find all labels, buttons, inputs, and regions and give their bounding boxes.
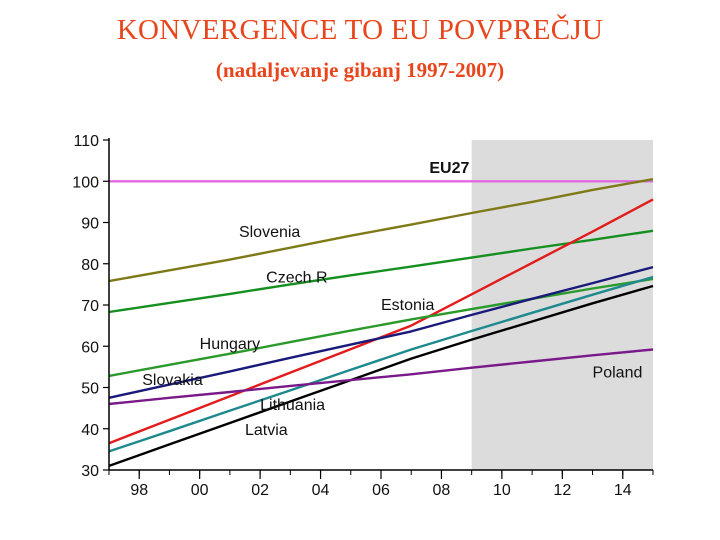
- series-line-lithuania: [108, 275, 654, 453]
- series-label-eu27: EU27: [429, 160, 469, 177]
- x-tick-label: 02: [251, 482, 269, 499]
- series-line-latvia: [108, 284, 654, 468]
- axis-layer: 30 40 50 60 70 80 90 100 110 98 00 02 04 06 08 10 12 14: [72, 133, 654, 499]
- x-tick-label: 10: [493, 482, 511, 499]
- x-tick-label: 00: [191, 482, 209, 499]
- y-tick-label: 40: [81, 422, 99, 439]
- series-label-lithuania: Lithuania: [260, 397, 325, 414]
- series-label-layer: EU27 Slovenia Czech R Estonia Hungary Slovaki…: [142, 160, 642, 439]
- series-label-latvia: Latvia: [245, 422, 288, 439]
- page-subtitle: (nadaljevanje gibanj 1997-2007): [215, 58, 505, 82]
- x-tick-label: 12: [553, 482, 571, 499]
- x-tick-label: 04: [312, 482, 330, 499]
- x-tick-label: 08: [433, 482, 451, 499]
- y-tick-label: 80: [81, 257, 99, 274]
- series-label-poland: Poland: [593, 365, 643, 382]
- y-tick-label: 30: [81, 463, 99, 480]
- x-tick-label: 98: [130, 482, 148, 499]
- series-label-estonia: Estonia: [381, 297, 434, 314]
- series-layer: [108, 178, 654, 468]
- series-line-slovenia: [108, 178, 654, 283]
- series-line-czech-r: [108, 229, 654, 314]
- y-tick-label: 100: [72, 174, 99, 191]
- y-tick-label: 70: [81, 298, 99, 315]
- series-line-hungary: [108, 277, 654, 378]
- y-tick-label: 90: [81, 216, 99, 233]
- page-title: KONVERGENCE TO EU POVPREČJU: [116, 14, 604, 46]
- series-line-poland: [108, 348, 654, 406]
- x-tick-label: 06: [372, 482, 390, 499]
- y-tick-label: 50: [81, 381, 99, 398]
- series-line-slovakia: [108, 265, 654, 399]
- series-label-czech-r: Czech R: [266, 269, 327, 286]
- y-tick-label: 110: [73, 133, 99, 150]
- x-tick-label: 14: [614, 482, 632, 499]
- series-label-slovenia: Slovenia: [239, 224, 300, 241]
- series-label-slovakia: Slovakia: [142, 372, 203, 389]
- y-tick-label: 60: [81, 339, 99, 356]
- series-label-hungary: Hungary: [200, 336, 260, 353]
